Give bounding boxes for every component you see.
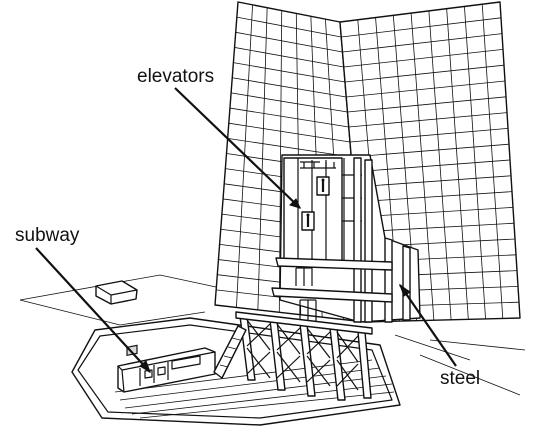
grid-line <box>233 62 346 83</box>
subway-label: subway <box>15 225 80 246</box>
grid-line <box>276 355 301 379</box>
label-steel: steel <box>398 283 480 389</box>
grid-line <box>246 351 271 375</box>
grid-line <box>353 175 512 188</box>
elevator-car-lower <box>301 211 315 231</box>
grid-line <box>410 13 435 321</box>
grid-line <box>343 49 504 68</box>
small-building <box>95 280 138 305</box>
grid-line <box>228 122 351 143</box>
ground-plane <box>19 274 526 396</box>
elevator-car-upper <box>316 176 330 196</box>
subway-arrowhead <box>139 360 151 374</box>
grid-line <box>336 335 359 359</box>
grid-line <box>446 8 469 320</box>
grid-line <box>306 359 331 383</box>
beam-lower <box>271 287 393 303</box>
grid-line <box>344 64 505 83</box>
grid-line <box>481 4 504 319</box>
steel-arrowhead <box>398 283 411 297</box>
grid-line <box>246 323 271 347</box>
tower <box>214 1 521 323</box>
elevators-label: elevators <box>137 66 214 87</box>
elevators-arrowhead <box>289 198 301 209</box>
label-elevators: elevators <box>137 66 301 209</box>
grid-line <box>234 47 344 68</box>
beam-upper <box>275 257 393 271</box>
grid-line <box>231 92 348 113</box>
steel-truss-supports <box>235 311 373 401</box>
grid-line <box>349 128 509 143</box>
grid-line <box>232 77 347 98</box>
grid-line <box>341 17 502 38</box>
label-subway: subway <box>15 225 151 374</box>
grid-line <box>464 6 486 319</box>
grid-line <box>229 107 349 128</box>
grid-line <box>236 16 342 38</box>
grid-line <box>342 33 503 53</box>
grid-line <box>348 112 508 128</box>
ramp <box>213 325 247 379</box>
grid-line <box>257 7 268 310</box>
elevator-shaft <box>283 157 343 263</box>
grid-line <box>347 96 507 113</box>
grid-line <box>354 191 513 203</box>
grid-line <box>235 31 343 53</box>
truss-top-beam <box>235 311 373 335</box>
steel-label: steel <box>440 368 480 389</box>
grid-line <box>346 80 506 98</box>
grid-line <box>352 159 511 173</box>
grid-line <box>227 137 352 158</box>
grid-line <box>428 10 452 320</box>
grid-line <box>276 327 301 351</box>
grid-line <box>351 143 510 158</box>
grid-line <box>356 207 514 218</box>
subway-train <box>117 344 216 393</box>
grid-line <box>336 363 359 387</box>
elevators-leader-line <box>174 87 301 209</box>
grid-line <box>306 331 331 355</box>
subway-leader-line <box>35 247 151 373</box>
steel-leader-line <box>399 284 457 367</box>
